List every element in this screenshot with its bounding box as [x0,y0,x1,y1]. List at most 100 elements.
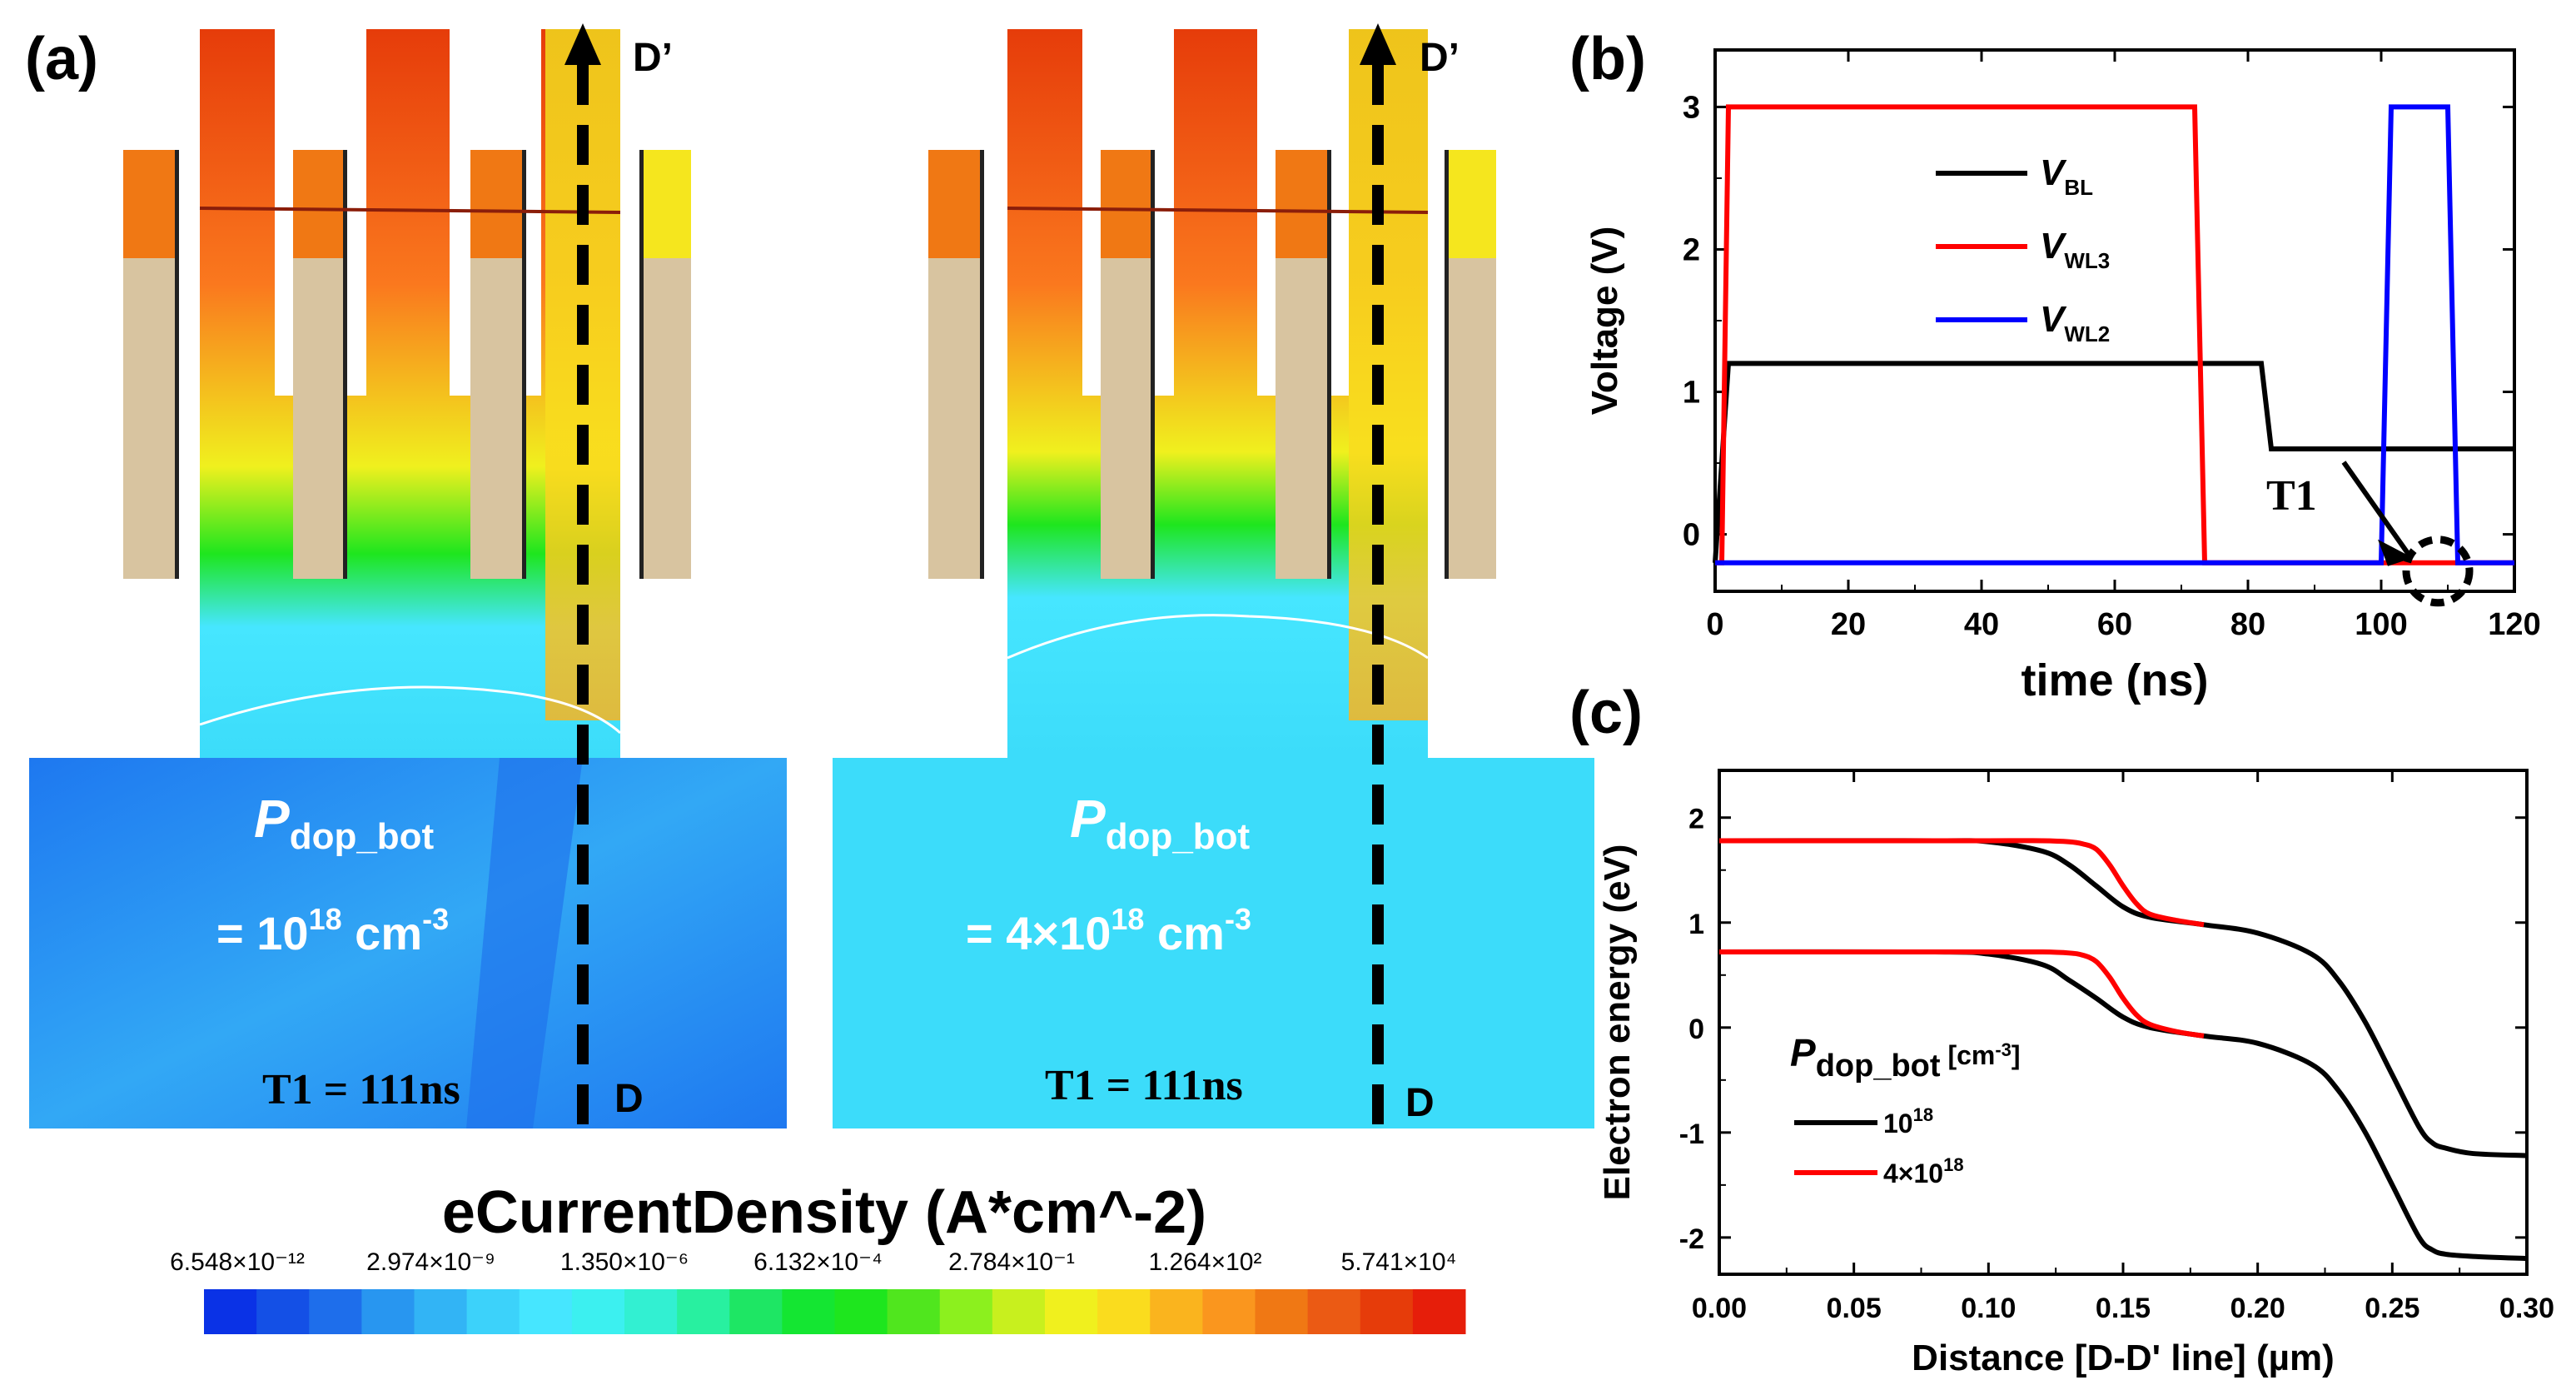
substrate-region [466,758,583,1128]
y-axis-label: Electron energy (eV) [1597,844,1638,1201]
y-tick-label: -1 [1679,1119,1704,1150]
colorbar-swatch [1360,1289,1414,1334]
colorbar-tick-label: 1.350×10⁻⁶ [560,1248,689,1276]
junction-line [1007,207,1429,214]
legend-label: VWL3 [2040,226,2110,273]
panel-b: (b) 0 20 40 60 80 100 120 0 1 2 3 time (ns) Voltage … [1569,26,2541,705]
y-tick-label: 1 [1688,909,1704,940]
x-tick-label: 100 [2355,607,2407,642]
x-tick-label: 0.20 [2230,1293,2285,1324]
pdop-label-left: Pdop_bot [254,789,435,857]
legend-label: 4×1018 [1883,1154,1964,1188]
colorbar-swatch [204,1289,257,1334]
colorbar-swatch [361,1289,415,1334]
legend-title: Pdop_bot [cm-3] [1790,1031,2021,1084]
plot-frame [1718,769,2529,1276]
x-tick-label: 20 [1831,607,1866,642]
colorbar-swatch [729,1289,783,1334]
series-line [1718,949,2205,1039]
panel-c-label: (c) [1569,680,1643,746]
colorbar-swatch [1412,1289,1466,1334]
x-tick-label: 0.00 [1692,1293,1747,1324]
colorbar-ticks: 6.548×10⁻¹² 2.974×10⁻⁹ 1.350×10⁻⁶ 6.132×10⁻… [170,1248,1456,1276]
colorbar-swatch [624,1289,678,1334]
x-tick-label: 60 [2097,607,2132,642]
pdop-value-right: = 4×1018 cm-3 [966,902,1251,959]
pdop-label-right: Pdop_bot [1070,789,1251,857]
colorbar-swatch [887,1289,941,1334]
gates-right [928,150,1496,579]
annotation-label: T1 [2266,472,2317,520]
x-tick-label: 0.25 [2365,1293,2419,1324]
substrate-right [833,758,1594,1128]
colorbar-swatch [1150,1289,1203,1334]
panel-a: (a) [25,23,1594,1334]
x-tick-label: 0.15 [2096,1293,2151,1324]
colorbar-swatch [466,1289,520,1334]
plot-frame [1713,48,2516,593]
colorbar-tick-label: 5.741×10⁴ [1341,1248,1457,1276]
d-prime-label: D’ [1420,36,1460,80]
y-tick-label: 2 [1688,804,1704,835]
junction-line [199,207,621,214]
colorbar-swatch [309,1289,362,1334]
colorbar-swatch [1045,1289,1098,1334]
x-tick-label: 80 [2230,607,2265,642]
x-tick-label: 0.05 [1827,1293,1882,1324]
legend-label: VBL [2040,152,2093,200]
annotation-arrow [2341,461,2411,556]
series-line [1715,104,2514,565]
series-line [1715,104,2514,565]
colorbar-swatch [256,1289,310,1334]
x-tick-label: 0.30 [2499,1293,2554,1324]
colorbar-tick-label: 6.132×10⁻⁴ [753,1248,883,1276]
colorbar-tick-label: 2.974×10⁻⁹ [366,1248,495,1276]
series-line [1718,949,2528,1262]
x-axis-label: Distance [D-D' line] (µm) [1912,1338,2335,1378]
colorbar-swatch [1202,1289,1256,1334]
colorbar-tick-label: 2.784×10⁻¹ [948,1248,1075,1276]
colorbar-swatch [939,1289,993,1334]
panel-a-label: (a) [25,26,98,92]
annotation-circle [2402,536,2474,607]
x-tick-label: 0.10 [1961,1293,2016,1324]
y-tick-label: -2 [1679,1223,1704,1255]
pdop-value-left: = 1018 cm-3 [216,902,449,959]
y-tick-label: 0 [1688,1014,1704,1045]
legend-label: VWL2 [2040,299,2110,346]
legend-label: 1018 [1883,1104,1933,1138]
colorbar-swatch [677,1289,730,1334]
x-axis-label: time (ns) [2021,655,2208,705]
chart-b: 0 20 40 60 80 100 120 0 1 2 3 time (ns) Voltage (V) V… [1584,48,2541,705]
colorbar-swatch [571,1289,625,1334]
colorbar-tick-label: 6.548×10⁻¹² [170,1248,305,1276]
arrowhead-icon [2378,539,2413,566]
contour-line [1007,614,1429,660]
t1-label-left: T1 = 111ns [262,1066,460,1114]
colorbar-swatch [992,1289,1046,1334]
colorbar-swatch [834,1289,888,1334]
x-tick-label: 120 [2488,607,2540,642]
drain-stripe-right [1349,29,1428,720]
colorbar: eCurrentDensity (A*cm^-2) 6.548×10⁻¹² 2.9… [170,1179,1466,1334]
series-line [1718,838,2205,928]
d-prime-label: D’ [633,36,673,80]
colorbar-swatch [1097,1289,1151,1334]
colorbar-swatch [414,1289,468,1334]
chart-c: 0.00 0.05 0.10 0.15 0.20 0.25 0.30 -2 -1 0 1 2 Dista… [1597,769,2554,1378]
colorbar-swatch [519,1289,573,1334]
panel-b-label: (b) [1569,26,1646,92]
x-tick-label: 40 [1964,607,1999,642]
y-tick-label: 0 [1683,518,1700,553]
colorbar-swatch [782,1289,835,1334]
t1-label-right: T1 = 111ns [1045,1062,1243,1109]
y-tick-label: 2 [1683,232,1700,267]
y-tick-label: 3 [1683,90,1700,125]
d-label: D [614,1077,644,1121]
sim-left: D’ D Pdop_bot = 1018 cm-3 T1 = 111ns [29,23,787,1128]
substrate-left [29,758,787,1128]
colorbar-tick-label: 1.264×10² [1149,1248,1262,1276]
colorbar-title: eCurrentDensity (A*cm^-2) [442,1179,1206,1246]
arrowhead-icon [1360,23,1396,65]
